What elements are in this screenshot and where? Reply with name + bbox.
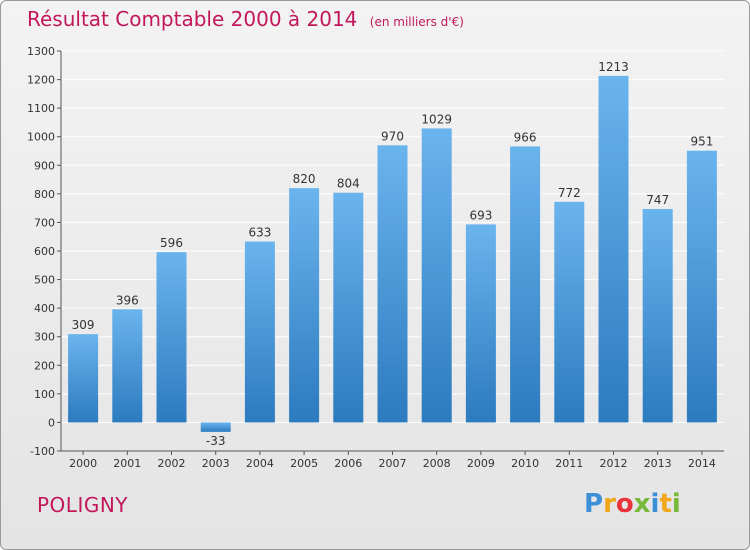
data-label: 396 bbox=[116, 293, 139, 307]
bar bbox=[112, 309, 143, 423]
data-label: 596 bbox=[160, 236, 183, 250]
bar bbox=[333, 192, 364, 423]
data-label: 309 bbox=[72, 318, 95, 332]
data-label: 804 bbox=[337, 177, 360, 191]
logo-letter: t bbox=[659, 489, 672, 519]
data-label: 633 bbox=[248, 226, 271, 240]
x-tick-label: 2010 bbox=[511, 457, 539, 470]
commune-name: POLIGNY bbox=[37, 493, 129, 517]
proxiti-logo: Proxiti bbox=[584, 489, 681, 519]
y-tick-label: 1300 bbox=[27, 45, 55, 58]
bar bbox=[465, 224, 496, 423]
x-tick-label: 2004 bbox=[246, 457, 274, 470]
y-tick-label: 800 bbox=[34, 188, 55, 201]
data-label: 1213 bbox=[598, 60, 629, 74]
y-tick-label: 200 bbox=[34, 359, 55, 372]
y-tick-label: 600 bbox=[34, 245, 55, 258]
bar bbox=[642, 209, 673, 423]
x-tick-label: 2009 bbox=[467, 457, 495, 470]
x-tick-label: 2014 bbox=[688, 457, 716, 470]
y-tick-label: 900 bbox=[34, 159, 55, 172]
logo-letter: i bbox=[671, 489, 681, 519]
bar bbox=[686, 150, 717, 423]
x-tick-label: 2001 bbox=[113, 457, 141, 470]
x-tick-label: 2003 bbox=[202, 457, 230, 470]
chart-title: Résultat Comptable 2000 à 2014 (en milli… bbox=[27, 7, 464, 31]
y-tick-label: 1200 bbox=[27, 74, 55, 87]
logo-letter: P bbox=[584, 489, 604, 519]
bar bbox=[598, 75, 629, 423]
bar bbox=[554, 201, 585, 423]
data-label: 970 bbox=[381, 129, 404, 143]
x-tick-label: 2011 bbox=[555, 457, 583, 470]
data-label: 693 bbox=[469, 208, 492, 222]
x-tick-label: 2000 bbox=[69, 457, 97, 470]
y-tick-label: 1100 bbox=[27, 102, 55, 115]
y-tick-label: 1000 bbox=[27, 131, 55, 144]
x-tick-label: 2006 bbox=[334, 457, 362, 470]
bar bbox=[200, 422, 231, 432]
x-tick-label: 2005 bbox=[290, 457, 318, 470]
data-label: 747 bbox=[646, 193, 669, 207]
data-label: 1029 bbox=[421, 112, 452, 126]
x-tick-label: 2007 bbox=[379, 457, 407, 470]
bar bbox=[421, 128, 452, 423]
chart-subtitle: (en milliers d'€) bbox=[369, 15, 464, 29]
bar bbox=[510, 146, 541, 423]
x-tick-label: 2013 bbox=[644, 457, 672, 470]
y-tick-label: 300 bbox=[34, 331, 55, 344]
bar bbox=[289, 188, 320, 423]
bar bbox=[68, 334, 99, 423]
x-tick-label: 2012 bbox=[600, 457, 628, 470]
chart-title-text: Résultat Comptable 2000 à 2014 bbox=[27, 7, 358, 31]
x-tick-label: 2002 bbox=[158, 457, 186, 470]
y-tick-label: 0 bbox=[48, 416, 55, 429]
data-label: 966 bbox=[514, 130, 537, 144]
y-tick-label: 500 bbox=[34, 274, 55, 287]
bar bbox=[156, 252, 187, 423]
logo-letter: o bbox=[615, 489, 634, 519]
logo-letter: x bbox=[633, 489, 651, 519]
data-label: 772 bbox=[558, 186, 581, 200]
bar bbox=[377, 145, 408, 423]
y-tick-label: 100 bbox=[34, 388, 55, 401]
x-tick-label: 2008 bbox=[423, 457, 451, 470]
y-tick-label: -100 bbox=[30, 445, 55, 458]
logo-letter: r bbox=[603, 489, 616, 519]
y-tick-label: 700 bbox=[34, 216, 55, 229]
data-label: -33 bbox=[206, 434, 226, 448]
data-label: 820 bbox=[293, 172, 316, 186]
data-label: 951 bbox=[690, 135, 713, 149]
y-tick-label: 400 bbox=[34, 302, 55, 315]
bar bbox=[244, 241, 275, 423]
logo-letter: i bbox=[650, 489, 660, 519]
